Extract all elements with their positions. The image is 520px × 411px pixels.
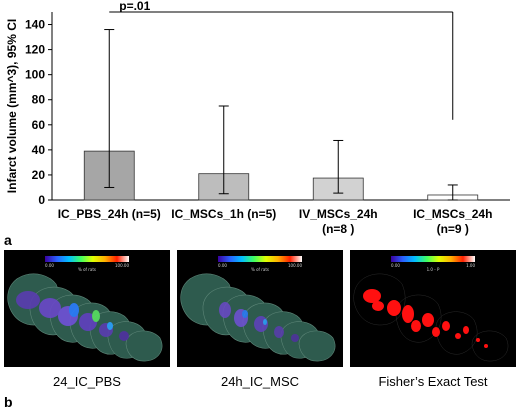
y-tick-label: 80: [32, 93, 46, 107]
y-axis-label: Infarct volume (mm^3), 95% CI: [5, 19, 19, 193]
scale-min-label: 0.00: [391, 263, 400, 268]
scale-unit-label: 1.0 - P: [426, 267, 440, 272]
color-scale-bar: 0.00 100.00 % of rats: [218, 256, 302, 276]
brain-slices-image: [7, 273, 163, 362]
brain-panel-pbs: 0.00 100.00 % of rats: [4, 250, 170, 367]
y-tick-label: 20: [32, 168, 46, 182]
brain-slices-image: [180, 273, 336, 362]
scale-max-label: 1.00: [466, 263, 475, 268]
significance-label: p=.01: [119, 0, 150, 13]
y-tick-label: 0: [38, 193, 45, 207]
category-label: IC_MSCs_1h (n=5): [171, 207, 276, 221]
category-label: (n=8 ): [322, 222, 354, 236]
brain-caption-msc: 24h_IC_MSC: [220, 374, 300, 389]
y-tick-label: 100: [25, 68, 45, 82]
brain-caption-fisher: Fisher’s Exact Test: [378, 374, 488, 389]
category-label: IC_MSCs_24h: [413, 207, 492, 221]
color-scale-gradient: [45, 256, 129, 262]
panel-label-b: b: [4, 394, 13, 410]
infarct-volume-chart: 0 20 40 60 80 100 120 140 Infarct volume (mm^3),…: [5, 0, 510, 236]
y-tick-label: 120: [25, 43, 45, 57]
y-tick-label: 60: [32, 118, 46, 132]
category-label: IV_MSCs_24h: [299, 207, 378, 221]
brain-slices-image: [353, 273, 509, 362]
scale-unit-label: % of rats: [251, 267, 269, 272]
category-label: IC_PBS_24h (n=5): [58, 207, 161, 221]
y-tick-label: 40: [32, 143, 46, 157]
y-tick-label: 140: [25, 18, 45, 32]
color-scale-gradient: [218, 256, 302, 262]
scale-max-label: 100.00: [288, 263, 302, 268]
category-label: (n=9 ): [437, 222, 469, 236]
color-scale-bar: 0.00 1.00 1.0 - P: [391, 256, 475, 276]
brain-panel-fisher: 0.00 1.00 1.0 - P: [350, 250, 516, 367]
panel-label-a: a: [4, 232, 12, 248]
scale-min-label: 0.00: [218, 263, 227, 268]
brain-panel-msc: 0.00 100.00 % of rats: [177, 250, 343, 367]
color-scale-gradient: [391, 256, 475, 262]
scale-min-label: 0.00: [45, 263, 54, 268]
color-scale-bar: 0.00 100.00 % of rats: [45, 256, 129, 276]
scale-unit-label: % of rats: [78, 267, 96, 272]
brain-caption-pbs: 24_IC_PBS: [53, 374, 121, 389]
scale-max-label: 100.00: [115, 263, 129, 268]
